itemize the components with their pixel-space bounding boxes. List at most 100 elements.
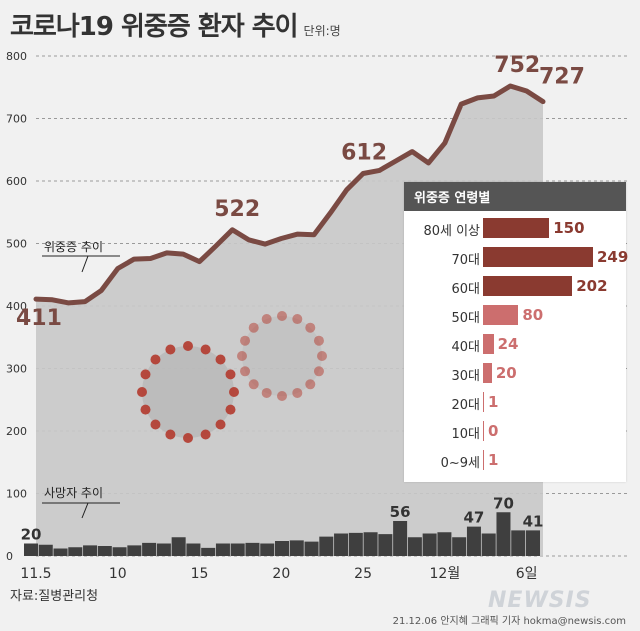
virus-spike-icon <box>277 311 287 321</box>
death-bar <box>526 530 540 556</box>
y-tick-label: 0 <box>6 550 13 563</box>
age-label: 0~9세 <box>440 456 480 471</box>
death-bar <box>230 543 245 556</box>
death-bar <box>260 543 275 556</box>
virus-illustration-icon <box>142 346 234 438</box>
age-bar <box>483 247 593 267</box>
death-bar <box>24 543 38 556</box>
virus-illustration-icon <box>242 316 322 396</box>
age-value-label: 20 <box>495 364 517 382</box>
age-panel-title: 위중증 연령별 <box>404 182 626 211</box>
age-value-label: 202 <box>576 277 608 295</box>
age-label: 40대 <box>451 340 480 355</box>
death-bar <box>334 533 349 556</box>
x-tick-label: 10 <box>109 566 127 582</box>
virus-spike-icon <box>292 314 303 325</box>
age-bar <box>483 392 484 412</box>
age-value-label: 150 <box>553 219 585 237</box>
virus-spike-icon <box>165 429 176 440</box>
death-bar <box>511 530 526 556</box>
death-bar <box>496 512 511 556</box>
virus-spike-icon <box>140 404 151 415</box>
virus-spike-icon <box>248 322 259 333</box>
death-bar <box>112 547 127 556</box>
virus-spike-icon <box>313 335 324 346</box>
y-tick-label: 200 <box>6 425 27 438</box>
virus-spike-icon <box>240 335 251 346</box>
y-tick-label: 100 <box>6 488 27 501</box>
death-bar <box>53 548 68 556</box>
age-bar <box>483 218 550 238</box>
credit-line: 21.12.06 안지혜 그래픽 기자 hokma@newsis.com <box>392 616 626 627</box>
virus-spike-icon <box>225 369 236 380</box>
source-label: 자료:질병관리청 <box>10 589 99 604</box>
death-bar <box>393 521 408 556</box>
virus-spike-icon <box>313 366 324 377</box>
age-value-label: 1 <box>488 393 499 411</box>
age-bar <box>483 450 484 470</box>
virus-spike-icon <box>183 433 193 443</box>
series-label-pointer <box>42 255 120 273</box>
virus-spike-icon <box>140 369 151 380</box>
age-bar <box>483 363 492 383</box>
y-tick-label: 400 <box>6 300 27 313</box>
virus-spike-icon <box>261 387 272 398</box>
line-value-label: 727 <box>539 65 585 90</box>
chart-title: 코로나19 위중증 환자 추이 단위:명 <box>10 12 341 42</box>
death-bar <box>407 537 422 556</box>
series-label: 위중증 추이 <box>44 240 103 254</box>
death-bar <box>348 532 363 556</box>
death-bar <box>245 542 260 556</box>
line-value-label: 522 <box>214 197 260 222</box>
age-bar <box>483 305 519 325</box>
line-value-label: 411 <box>16 306 62 331</box>
virus-spike-icon <box>305 322 316 333</box>
death-bar <box>186 543 201 556</box>
virus-spike-icon <box>240 366 251 377</box>
series-label: 사망자 추이 <box>44 486 103 500</box>
virus-spike-icon <box>317 351 327 361</box>
age-row: 30대 20 <box>404 363 626 384</box>
age-value-label: 249 <box>597 248 629 266</box>
death-bar <box>378 534 393 556</box>
age-label: 20대 <box>451 398 480 413</box>
death-bar <box>156 543 171 556</box>
age-value-label: 80 <box>522 306 544 324</box>
death-bar <box>215 543 230 556</box>
death-bar <box>437 532 452 556</box>
unit-label: 단위:명 <box>303 24 341 38</box>
virus-spike-icon <box>150 354 161 365</box>
death-bar <box>127 545 142 556</box>
x-tick-label: 12월 <box>430 566 461 582</box>
death-value-label: 47 <box>464 509 485 527</box>
y-tick-label: 300 <box>6 363 27 376</box>
death-bar <box>142 542 157 556</box>
virus-spike-icon <box>229 387 239 397</box>
age-label: 60대 <box>451 282 480 297</box>
virus-spike-icon <box>183 341 193 351</box>
age-row: 80세 이상 150 <box>404 218 626 239</box>
death-bar <box>201 547 216 556</box>
death-bar <box>363 532 378 556</box>
series-label-pointer <box>42 502 120 519</box>
virus-spike-icon <box>261 314 272 325</box>
virus-spike-icon <box>200 429 211 440</box>
line-value-label: 752 <box>494 53 540 78</box>
age-label: 10대 <box>451 427 480 442</box>
newsis-watermark: NEWSIS <box>488 588 592 613</box>
age-bar <box>483 276 573 296</box>
age-bar <box>483 334 494 354</box>
death-bar <box>481 533 496 556</box>
virus-spike-icon <box>215 354 226 365</box>
virus-spike-icon <box>200 344 211 355</box>
virus-spike-icon <box>215 419 226 430</box>
death-bar <box>68 547 83 556</box>
age-label: 30대 <box>451 369 480 384</box>
age-row: 70대 249 <box>404 247 629 268</box>
y-tick-label: 700 <box>6 113 27 126</box>
virus-spike-icon <box>277 391 287 401</box>
age-row: 50대 80 <box>404 305 626 326</box>
x-tick-label: 20 <box>272 566 290 582</box>
death-bar <box>275 541 289 556</box>
